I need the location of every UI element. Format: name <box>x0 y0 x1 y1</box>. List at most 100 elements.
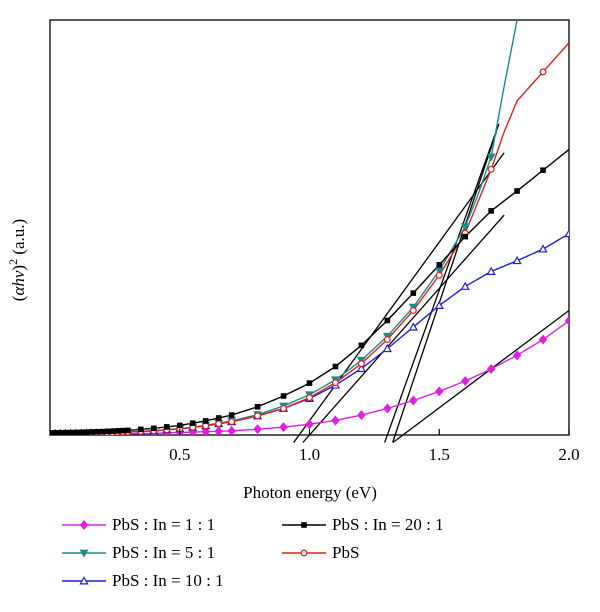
data-point <box>306 380 313 386</box>
data-point <box>358 342 365 349</box>
data-point <box>462 233 468 240</box>
data-point <box>410 290 417 296</box>
data-point <box>306 394 314 402</box>
data-point <box>88 429 95 435</box>
data-point <box>383 336 391 344</box>
data-point <box>228 418 236 426</box>
series-line <box>50 148 569 434</box>
legend: PbS : In = 1 : 1 PbS : In = 20 : 1 PbS : I… <box>62 512 582 612</box>
series-line <box>50 233 569 435</box>
legend-swatch <box>62 549 106 558</box>
data-point <box>487 165 495 173</box>
data-point <box>356 363 367 373</box>
data-point <box>486 153 496 162</box>
data-point <box>357 410 366 421</box>
tangent-fit-line <box>402 309 569 435</box>
data-point <box>539 68 547 76</box>
data-point <box>83 429 90 435</box>
data-point <box>176 422 183 429</box>
tangent-fit-line-ext <box>293 434 300 443</box>
data-point <box>409 307 417 315</box>
data-point <box>109 428 116 434</box>
data-point <box>78 429 84 435</box>
data-point <box>279 422 288 433</box>
data-point <box>486 266 496 275</box>
data-point <box>67 429 74 435</box>
data-point <box>434 267 444 276</box>
data-point <box>435 271 443 279</box>
legend-item: PbS <box>282 542 359 564</box>
data-point <box>564 315 569 326</box>
data-point <box>538 244 548 253</box>
data-point <box>332 363 339 370</box>
x-tick-label: 1.0 <box>299 445 320 464</box>
data-point <box>104 428 110 435</box>
data-point <box>73 429 79 435</box>
series-line <box>50 20 518 435</box>
data-point <box>434 386 444 397</box>
data-point <box>62 429 69 435</box>
data-point <box>384 317 391 324</box>
data-point <box>382 343 392 353</box>
x-tick-label: 0.5 <box>169 445 190 464</box>
data-point <box>119 427 126 434</box>
fit-lines <box>298 123 569 435</box>
legend-marker <box>79 549 89 558</box>
data-point <box>357 360 365 368</box>
data-point <box>52 430 58 435</box>
data-point <box>228 412 235 418</box>
x-tick-label: 2.0 <box>558 445 579 464</box>
data-point <box>253 424 262 435</box>
legend-label: PbS : In = 5 : 1 <box>112 543 216 562</box>
data-point <box>138 426 144 433</box>
data-point <box>280 404 288 412</box>
data-point <box>408 322 418 331</box>
legend-marker <box>79 520 89 530</box>
data-point <box>409 395 418 406</box>
data-point <box>512 255 522 265</box>
legend-label: PbS <box>332 543 360 562</box>
tangent-fit-line-ext <box>392 434 404 443</box>
data-point <box>125 427 131 434</box>
data-point <box>99 428 105 435</box>
data-point <box>538 334 548 345</box>
legend-label: PbS : In = 20 : 1 <box>332 515 444 534</box>
data-point <box>214 426 223 435</box>
data-point <box>254 412 262 420</box>
tangent-fit-line-ext <box>392 434 396 443</box>
data-point <box>331 379 339 387</box>
data-point <box>305 419 314 430</box>
data-point <box>512 350 522 361</box>
legend-swatch <box>62 520 106 530</box>
legend-marker <box>79 576 89 585</box>
legend-swatch <box>62 576 106 585</box>
data-point <box>202 418 209 424</box>
data-point <box>50 430 53 435</box>
series-markers <box>50 68 569 435</box>
data-point <box>114 428 121 434</box>
legend-label: PbS : In = 10 : 1 <box>112 571 224 590</box>
data-point <box>564 228 569 238</box>
series-line <box>50 320 569 435</box>
tangent-fit-line-ext <box>302 434 310 443</box>
legend-swatch <box>282 522 326 528</box>
x-axis-label: Photon energy (eV) <box>243 483 377 502</box>
data-point <box>514 188 520 194</box>
data-point <box>189 420 196 426</box>
data-point <box>460 281 470 290</box>
legend-item: PbS : In = 20 : 1 <box>282 514 444 536</box>
legend-label: PbS : In = 1 : 1 <box>112 515 216 534</box>
legend-marker <box>300 549 308 557</box>
legend-item: PbS : In = 10 : 1 <box>62 570 224 592</box>
series-line <box>50 42 569 435</box>
tangent-fit-line <box>394 131 497 435</box>
data-point <box>434 300 444 309</box>
tangent-fit-line-ext <box>384 434 388 443</box>
data-point <box>488 208 494 214</box>
data-point <box>215 420 223 428</box>
x-tick-label: 1.5 <box>429 445 450 464</box>
data-point <box>202 422 210 430</box>
data-point <box>460 223 470 232</box>
data-point <box>201 426 210 435</box>
